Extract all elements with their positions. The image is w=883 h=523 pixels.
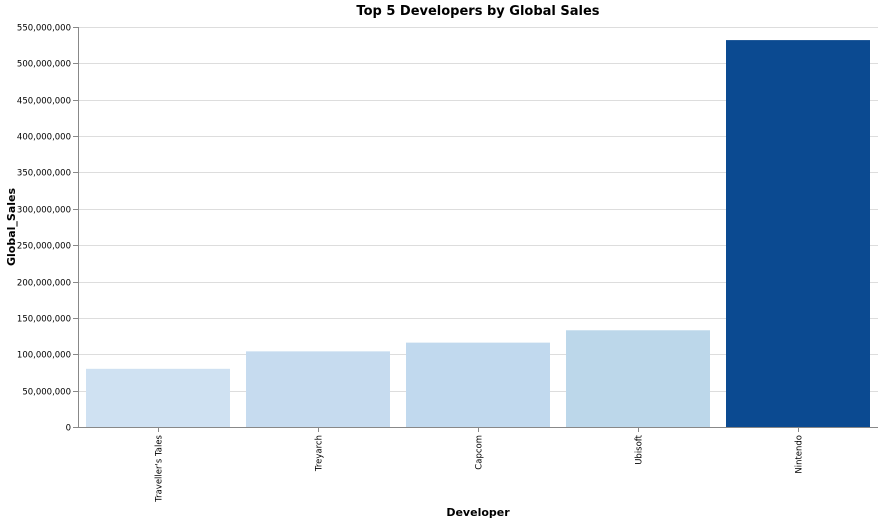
y-tick-label: 400,000,000 <box>17 133 71 143</box>
x-axis-title: Developer <box>446 506 510 519</box>
y-tick-label: 100,000,000 <box>17 351 71 361</box>
y-axis: 0 50,000,000 100,000,000 150,000,000 200,000… <box>17 24 79 434</box>
bar <box>86 368 230 427</box>
y-tick-label: 300,000,000 <box>17 206 71 216</box>
bar <box>726 40 870 427</box>
bar <box>246 351 390 427</box>
x-tick-label: Ubisoft <box>635 434 645 464</box>
y-tick-label: 350,000,000 <box>17 169 71 179</box>
x-axis: Traveller's Tales Treyarch Capcom Ubisoft Ni… <box>78 427 878 503</box>
y-axis-title: Global_Sales <box>5 188 18 267</box>
y-tick-label: 250,000,000 <box>17 242 71 252</box>
y-tick-label: 550,000,000 <box>17 24 71 34</box>
y-tick-label: 200,000,000 <box>17 279 71 289</box>
bar <box>566 330 710 427</box>
x-tick-label: Nintendo <box>795 435 805 474</box>
x-tick-label: Capcom <box>475 435 485 470</box>
y-tick-label: 150,000,000 <box>17 315 71 325</box>
y-tick-label: 450,000,000 <box>17 97 71 107</box>
bars <box>86 40 870 427</box>
x-tick-label: Traveller's Tales <box>155 434 165 502</box>
bar <box>406 342 550 427</box>
chart-title: Top 5 Developers by Global Sales <box>356 4 599 19</box>
y-tick-label: 50,000,000 <box>22 388 71 398</box>
y-tick-label: 0 <box>66 424 71 434</box>
x-tick-label: Treyarch <box>315 435 325 472</box>
y-tick-label: 500,000,000 <box>17 60 71 70</box>
